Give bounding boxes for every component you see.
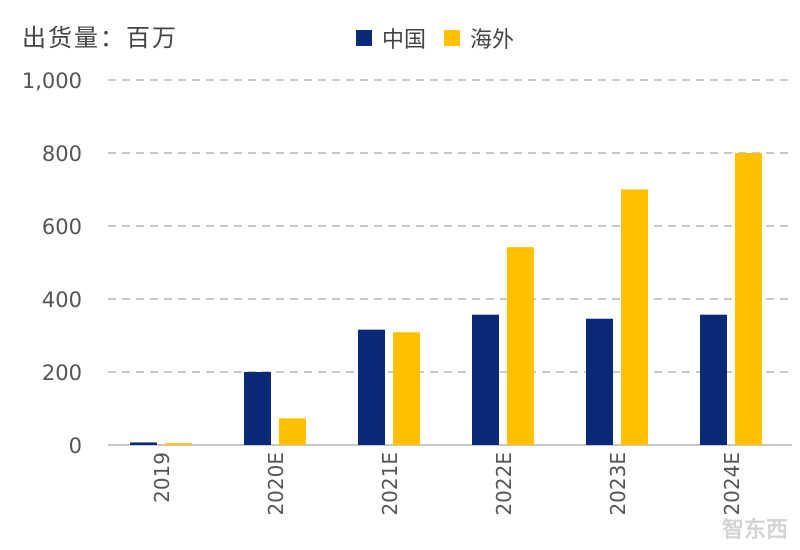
x-tick-label: 2022E [492, 452, 516, 516]
legend-label-china: 中国 [382, 28, 427, 53]
y-tick-label: 800 [42, 142, 82, 166]
y-tick-label: 1,000 [22, 69, 82, 93]
legend-item-china: 中国 [356, 22, 426, 54]
y-tick-label: 400 [42, 288, 82, 312]
x-tick-label: 2024E [720, 452, 744, 516]
x-tick-label: 2019 [150, 452, 174, 503]
legend: 中国 海外 [356, 22, 532, 54]
x-tick-label: 2023E [606, 452, 630, 516]
watermark-logo: 智东西 [721, 518, 788, 543]
y-tick-label: 600 [42, 215, 82, 239]
x-tick-label: 2021E [378, 452, 402, 516]
bar-china [244, 372, 271, 445]
bar-china [700, 314, 727, 445]
bar-china [472, 314, 499, 445]
bar-overseas [393, 332, 420, 445]
x-tick-label: 2020E [264, 452, 288, 516]
bar-overseas [165, 443, 192, 445]
bar-china [358, 329, 385, 445]
legend-swatch-overseas [444, 30, 461, 46]
legend-swatch-china [356, 30, 372, 46]
legend-label-overseas: 海外 [470, 28, 515, 53]
bar-overseas [279, 418, 306, 445]
y-tick-label: 0 [69, 434, 82, 458]
bar-overseas [621, 189, 648, 445]
bar-overseas [507, 247, 534, 445]
unit-label: 出货量：百万 [22, 24, 178, 52]
bar-china [586, 318, 613, 445]
bar-overseas [735, 153, 762, 445]
y-tick-label: 200 [42, 361, 82, 385]
bar-china [130, 442, 157, 445]
legend-item-overseas: 海外 [444, 22, 514, 54]
